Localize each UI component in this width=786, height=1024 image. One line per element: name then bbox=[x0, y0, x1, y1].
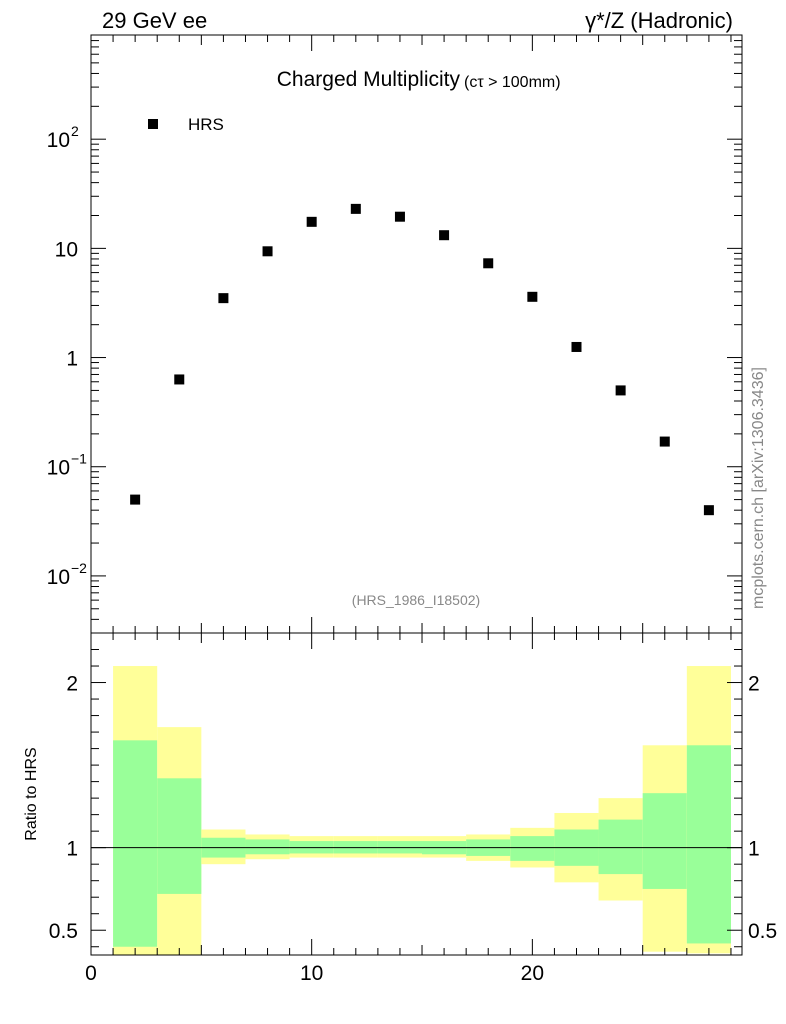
y-tick-label-exponent: −2 bbox=[71, 560, 87, 576]
x-tick-label: 0 bbox=[85, 962, 97, 985]
data-point bbox=[262, 246, 273, 257]
y-tick-label: 1 bbox=[66, 348, 78, 371]
y-tick-label: 10 −2 bbox=[47, 560, 88, 589]
ratio-inner-band bbox=[686, 745, 731, 944]
ratio-y-tick-label-left: 0.5 bbox=[49, 920, 78, 943]
ratio-y-tick-label-right: 2 bbox=[748, 673, 760, 696]
watermark: (HRS_1986_I18502) bbox=[352, 592, 480, 608]
y-tick-label: 10 2 bbox=[47, 123, 79, 152]
data-point bbox=[615, 385, 626, 396]
y-tick-label-text: 10 bbox=[55, 238, 78, 261]
data-point bbox=[703, 505, 714, 516]
data-point bbox=[218, 293, 229, 304]
legend-label: HRS bbox=[188, 115, 224, 134]
chart-title: Charged Multiplicity bbox=[277, 68, 461, 91]
data-point bbox=[571, 341, 582, 352]
data-point bbox=[174, 374, 185, 385]
x-tick-label: 20 bbox=[521, 962, 544, 985]
ratio-y-tick-label-right: 1 bbox=[748, 838, 760, 861]
legend: HRS bbox=[148, 115, 224, 134]
legend-marker bbox=[148, 119, 158, 129]
y-tick-label-base: 10 bbox=[47, 129, 70, 152]
data-point bbox=[130, 494, 141, 505]
y-tick-label: 10 bbox=[55, 238, 78, 261]
x-tick-label: 10 bbox=[300, 962, 323, 985]
ratio-bands bbox=[113, 666, 731, 955]
data-point bbox=[659, 436, 670, 447]
ratio-y-tick-label-left: 1 bbox=[66, 838, 78, 861]
data-point bbox=[306, 216, 317, 227]
ratio-y-tick-label-left: 2 bbox=[66, 673, 78, 696]
y-tick-label-exponent: −1 bbox=[71, 451, 87, 467]
ratio-plot-ticks: 0.5 0.51 12 20 10 20 bbox=[49, 633, 777, 985]
data-point bbox=[439, 230, 450, 241]
ratio-plot: 0.5 0.51 12 20 10 20 Ratio to HRS bbox=[23, 632, 777, 985]
y-tick-label-text: 1 bbox=[66, 348, 78, 371]
header-right-label: γ*/Z (Hadronic) bbox=[585, 8, 733, 33]
y-tick-label-base: 10 bbox=[47, 566, 70, 589]
ratio-inner-band bbox=[598, 819, 643, 875]
top-plot-points bbox=[130, 203, 714, 516]
data-point bbox=[350, 203, 361, 214]
y-tick-label: 10 −1 bbox=[47, 451, 88, 480]
ratio-inner-band bbox=[113, 740, 158, 947]
data-point bbox=[394, 211, 405, 222]
ratio-y-tick-label-right: 0.5 bbox=[748, 920, 777, 943]
y-tick-label-base: 10 bbox=[47, 457, 70, 480]
data-point bbox=[527, 291, 538, 302]
ratio-inner-band bbox=[157, 778, 202, 894]
side-label: mcplots.cern.ch [arXiv:1306.3436] bbox=[750, 367, 767, 609]
top-plot: Charged Multiplicity (cτ > 100mm) HRS (H… bbox=[47, 34, 743, 634]
data-point bbox=[483, 258, 494, 269]
ratio-inner-band bbox=[642, 793, 687, 889]
y-tick-label-exponent: 2 bbox=[71, 123, 79, 139]
ratio-inner-band bbox=[510, 836, 555, 861]
top-plot-title: Charged Multiplicity (cτ > 100mm) bbox=[277, 68, 561, 91]
ratio-y-axis-label: Ratio to HRS bbox=[23, 747, 40, 840]
chart-title-suffix: (cτ > 100mm) bbox=[464, 74, 561, 91]
ratio-plot-frame bbox=[90, 632, 743, 956]
header-left-label: 29 GeV ee bbox=[102, 8, 207, 33]
ratio-inner-band bbox=[245, 839, 290, 855]
